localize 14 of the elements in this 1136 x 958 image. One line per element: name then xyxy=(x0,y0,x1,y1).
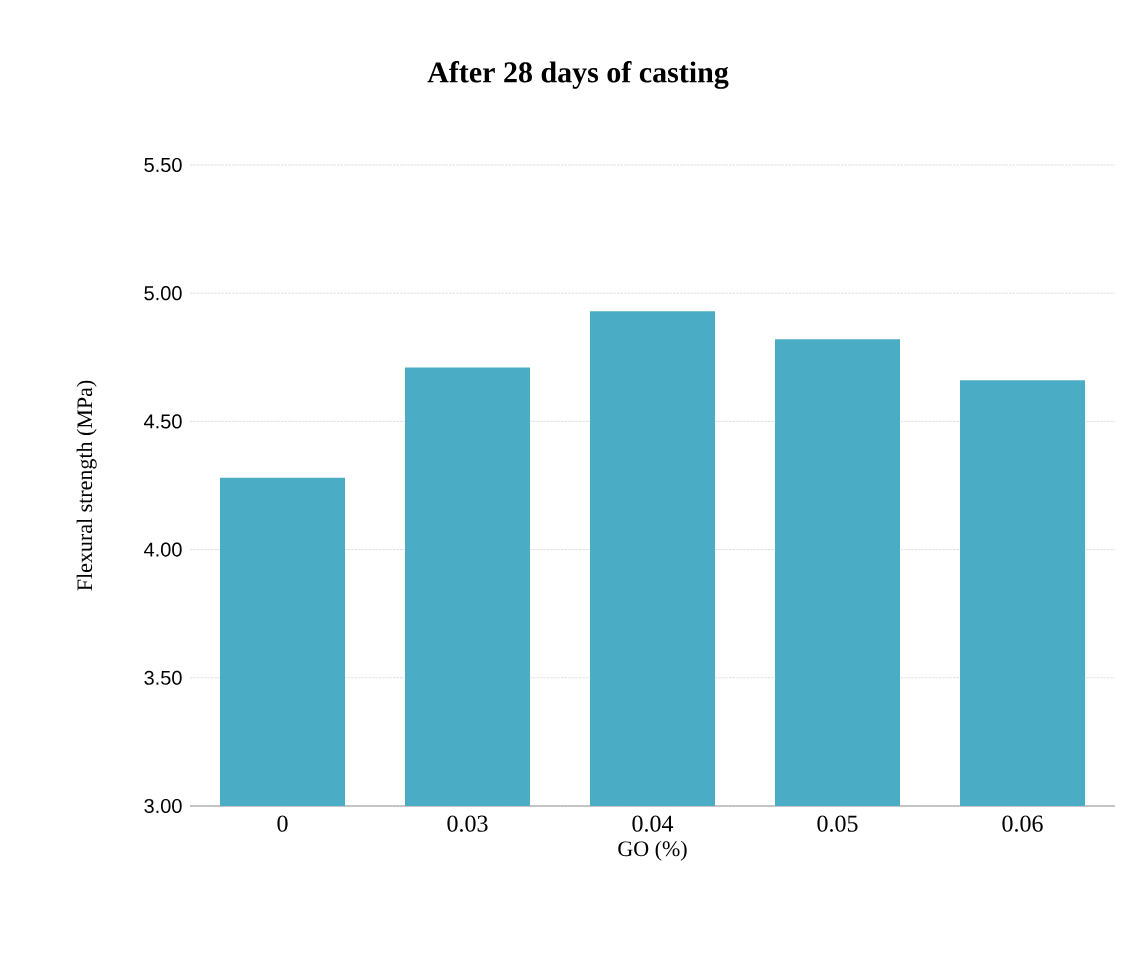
x-tick-label: 0.04 xyxy=(632,815,674,832)
y-tick-label: 5.00 xyxy=(144,286,182,301)
y-tick-label: 3.00 xyxy=(144,798,182,814)
y-axis-title: Flexural strength (MPa) xyxy=(76,380,97,591)
x-tick-label: 0 xyxy=(277,815,288,832)
y-tick-label: 4.00 xyxy=(144,542,182,557)
y-tick-label: 5.50 xyxy=(144,157,182,173)
x-tick-label: 0.03 xyxy=(447,815,488,832)
y-tick-label: 4.50 xyxy=(144,414,182,429)
x-axis-title: GO (%) xyxy=(618,840,687,861)
x-tick-label: 0.05 xyxy=(817,815,858,832)
chart-title: After 28 days of casting xyxy=(427,61,729,89)
x-tick-label: 0.06 xyxy=(1002,815,1043,832)
y-tick-label: 3.50 xyxy=(144,670,182,685)
